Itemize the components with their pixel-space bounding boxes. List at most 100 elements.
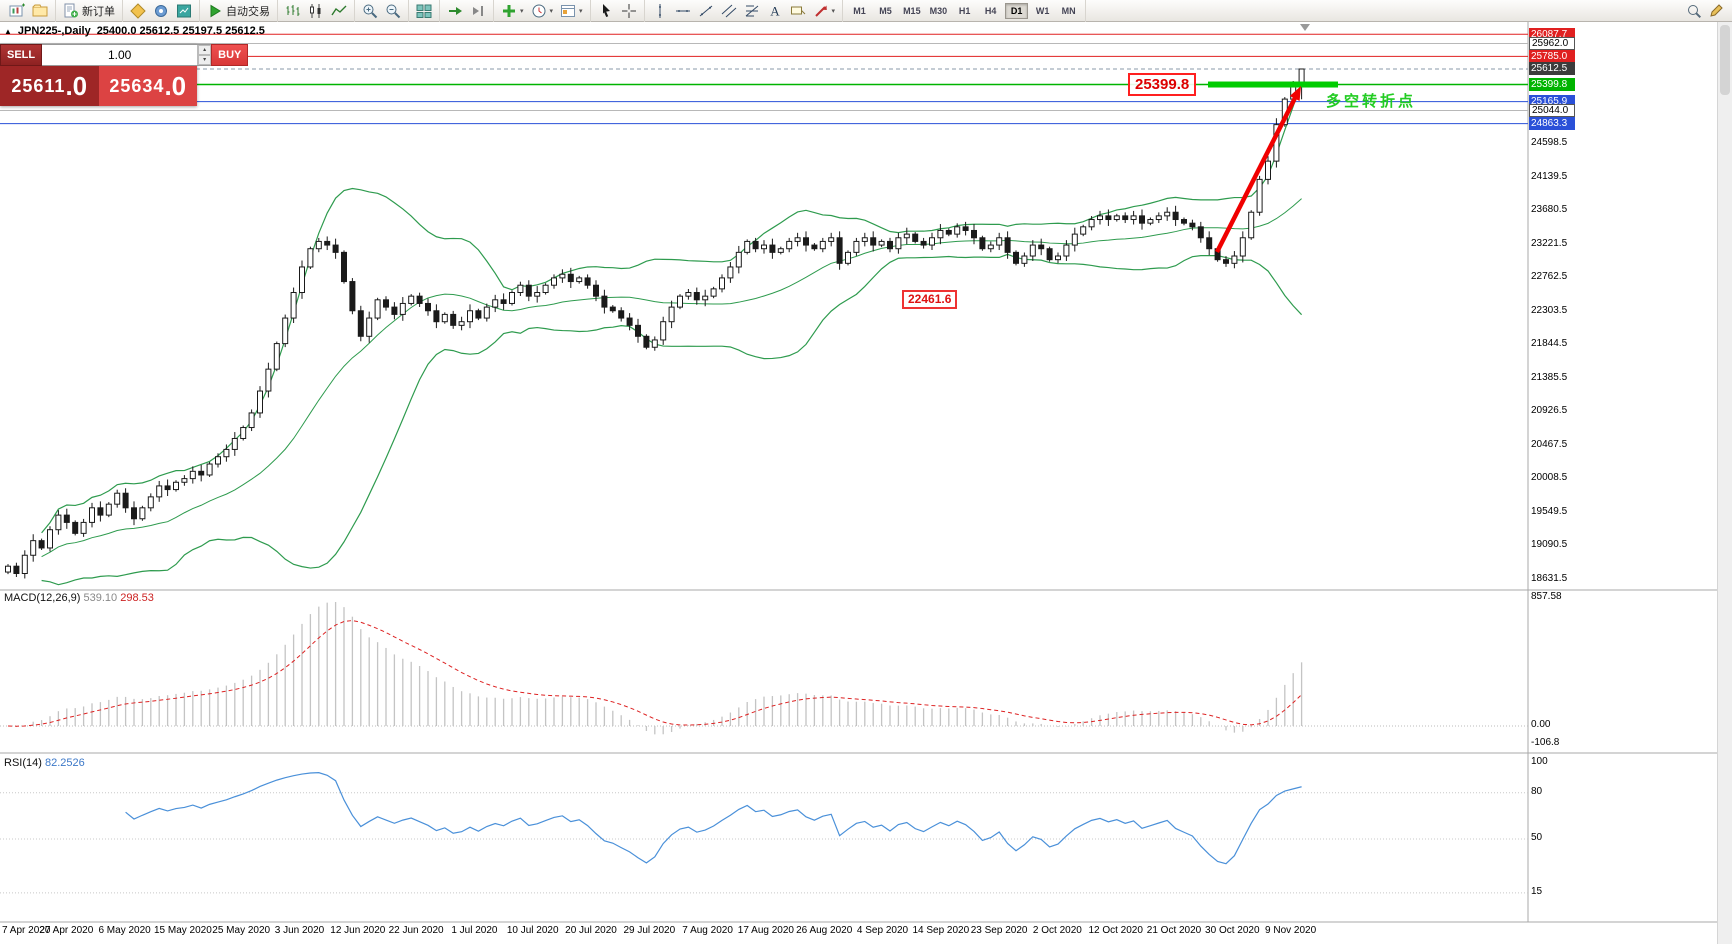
date-tick-label: 29 Jul 2020 [623, 925, 676, 936]
zoom-in-icon[interactable] [359, 1, 381, 21]
price-level-box: 25612.5 [1529, 62, 1575, 76]
sell-button[interactable]: SELL [0, 44, 43, 66]
date-tick-label: 26 Aug 2020 [796, 925, 853, 936]
date-tick-label: 30 Oct 2020 [1205, 925, 1260, 936]
profiles-icon[interactable] [29, 1, 51, 21]
autotrading-button[interactable]: 自动交易 [204, 1, 273, 21]
timeframe-h4[interactable]: H4 [979, 3, 1002, 19]
auto-scroll-icon[interactable] [444, 1, 466, 21]
timeframe-m1[interactable]: M1 [848, 3, 871, 19]
zoom-out-icon[interactable] [382, 1, 404, 21]
symbol-title: JPN225-,Daily [17, 25, 91, 37]
date-tick-label: 23 Sep 2020 [970, 925, 1028, 936]
horizontal-line-icon[interactable] [672, 1, 694, 21]
metaeditor-icon[interactable] [127, 1, 149, 21]
macd-axis-label: 0.00 [1531, 719, 1551, 730]
timeframe-m15[interactable]: M15 [900, 3, 924, 19]
volume-up-button[interactable]: ▴ [198, 45, 212, 55]
timeframe-h1[interactable]: H1 [953, 3, 976, 19]
date-tick-label: 15 May 2020 [153, 925, 212, 936]
price-tick-label: 20467.5 [1531, 438, 1568, 450]
timeframe-w1[interactable]: W1 [1031, 3, 1054, 19]
price-level-box: 25785.0 [1529, 49, 1575, 63]
pencil-icon[interactable] [1705, 1, 1727, 21]
tile-windows-icon[interactable] [413, 1, 435, 21]
date-tick-label: 7 Aug 2020 [682, 925, 733, 936]
channel-icon[interactable] [718, 1, 740, 21]
volume-input[interactable] [42, 45, 198, 65]
line-chart-icon[interactable] [328, 1, 350, 21]
support-price-label[interactable]: 22461.6 [902, 290, 958, 309]
price-tick-label: 22303.5 [1531, 304, 1568, 316]
timeframe-m30[interactable]: M30 [927, 3, 951, 19]
crosshair-icon[interactable] [618, 1, 640, 21]
chart-canvas[interactable] [0, 22, 1732, 944]
timeframe-d1[interactable]: D1 [1005, 2, 1029, 19]
date-tick-label: 1 Jul 2020 [451, 925, 498, 936]
templates-icon[interactable]: ▾ [557, 1, 586, 21]
text-icon[interactable]: A [764, 1, 786, 21]
date-tick-label: 7 Apr 2020 [2, 925, 51, 936]
price-level-box: 24863.3 [1529, 117, 1575, 131]
bar-chart-icon[interactable] [282, 1, 304, 21]
one-click-panel-toggle[interactable]: ▲ [4, 26, 12, 36]
price-tick-label: 23680.5 [1531, 204, 1568, 215]
arrows-icon[interactable]: ▾ [810, 1, 839, 21]
new-order-button[interactable]: 新订单 [60, 1, 118, 21]
price-tick-label: 20008.5 [1531, 472, 1568, 483]
date-tick-label: 20 Jul 2020 [565, 925, 617, 936]
price-tick-label: 19090.5 [1531, 539, 1568, 550]
price-tick-label: 19549.5 [1531, 505, 1568, 517]
text-label-icon[interactable] [787, 1, 809, 21]
price-tick-label: 22762.5 [1531, 271, 1568, 282]
macd-indicator-label: MACD(12,26,9) 539.10 298.53 [4, 592, 154, 604]
volume-down-button[interactable]: ▾ [198, 55, 212, 65]
fibonacci-icon[interactable] [741, 1, 763, 21]
svg-text:A: A [770, 3, 780, 18]
resistance-price-label[interactable]: 25399.8 [1128, 73, 1197, 96]
buy-price[interactable]: 25634.0 [98, 66, 197, 106]
date-tick-label: 12 Jun 2020 [330, 925, 386, 936]
price-tick-label: 24139.5 [1531, 170, 1568, 182]
date-tick-label: 25 May 2020 [212, 925, 271, 936]
options-icon[interactable] [150, 1, 172, 21]
rsi-indicator-label: RSI(14) 82.2526 [4, 757, 85, 769]
periods-icon[interactable]: ▾ [528, 1, 557, 21]
date-tick-label: 2 Oct 2020 [1032, 925, 1082, 936]
vertical-line-icon[interactable] [649, 1, 671, 21]
date-tick-label: 4 Sep 2020 [856, 925, 909, 936]
chart-ohlc-readout: ▲ JPN225-,Daily 25400.0 25612.5 25197.5 … [4, 25, 265, 37]
one-click-trading-panel: SELL ▴ ▾ BUY 25611.0 25634.0 [0, 44, 249, 106]
ohlc-values: 25400.0 25612.5 25197.5 25612.5 [96, 25, 265, 37]
price-tick-label: 18631.5 [1531, 572, 1568, 584]
buy-button[interactable]: BUY [211, 44, 249, 66]
candle-chart-icon[interactable] [305, 1, 327, 21]
cursor-icon[interactable] [595, 1, 617, 21]
turning-point-note[interactable]: 多空转折点 [1326, 93, 1417, 110]
trendline-icon[interactable] [695, 1, 717, 21]
price-tick-label: 20926.5 [1531, 405, 1568, 416]
timeframe-mn[interactable]: MN [1057, 3, 1080, 19]
price-tick-label: 21844.5 [1531, 338, 1568, 349]
search-icon[interactable] [1683, 1, 1705, 21]
market-watch-icon[interactable] [173, 1, 195, 21]
date-tick-label: 22 Jun 2020 [388, 925, 444, 936]
date-tick-label: 27 Apr 2020 [39, 925, 94, 936]
macd-axis-label: 857.58 [1531, 591, 1562, 602]
date-tick-label: 10 Jul 2020 [506, 925, 559, 936]
rsi-axis-label: 50 [1531, 832, 1543, 843]
new-chart-icon[interactable] [6, 1, 28, 21]
chart-shift-marker[interactable] [1300, 24, 1310, 31]
price-level-box: 25962.0 [1529, 36, 1575, 50]
main-toolbar: 新订单 自动交易 ▾ ▾ ▾ A ▾ M1 M5 M15 M30 H1 H4 D1 W1 MN [0, 0, 1732, 22]
vertical-scrollbar[interactable] [1717, 22, 1732, 944]
indicators-icon[interactable]: ▾ [498, 1, 527, 21]
timeframe-m5[interactable]: M5 [874, 3, 897, 19]
sell-price[interactable]: 25611.0 [0, 66, 99, 106]
macd-axis-label: -106.8 [1531, 737, 1560, 748]
price-tick-label: 23221.5 [1531, 237, 1568, 249]
volume-box: ▴ ▾ [42, 44, 212, 66]
chart-shift-icon[interactable] [467, 1, 489, 21]
date-tick-label: 14 Sep 2020 [912, 925, 970, 936]
